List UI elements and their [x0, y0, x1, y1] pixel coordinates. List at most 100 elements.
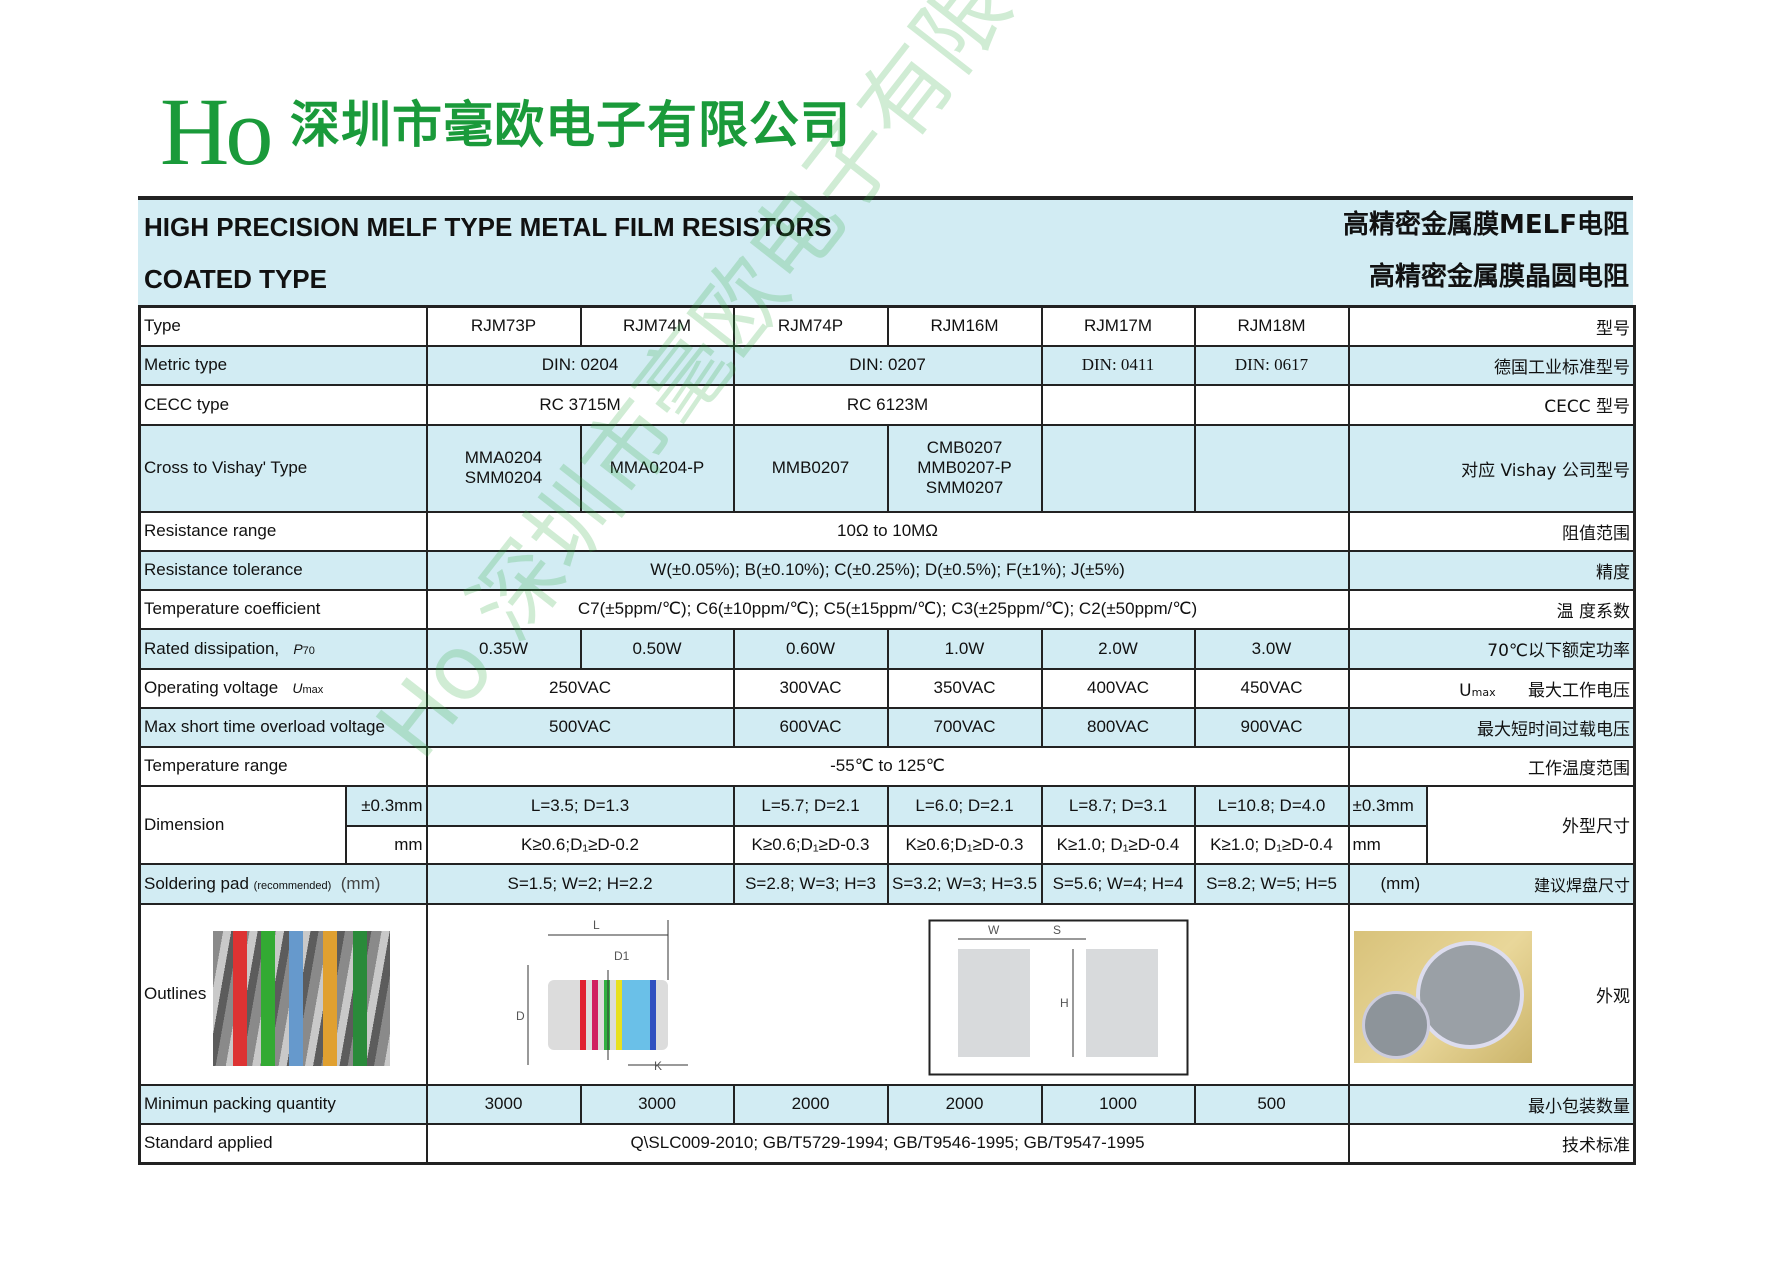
- value-cell: 2.0W: [1040, 627, 1196, 670]
- color-band: [621, 979, 650, 1050]
- value-cell: 2000: [732, 1083, 889, 1125]
- value-cell: 800VAC: [1040, 706, 1196, 748]
- label-text: Soldering pad: [144, 873, 249, 893]
- value-line: SMM0204: [464, 468, 543, 487]
- value-cell: L=6.0; D=2.1: [886, 784, 1043, 827]
- value-cell: Q\SLC009-2010; GB/T5729-1994; GB/T9546-1…: [425, 1122, 1350, 1165]
- reel-photo: [1353, 930, 1532, 1063]
- value-cell: K≥0.6;D₁≥D-0.2: [425, 824, 735, 865]
- value-cell: DIN: 0207: [732, 344, 1043, 386]
- value-cell: 600VAC: [732, 706, 889, 748]
- row-outlines: Outlines: [138, 902, 1636, 1086]
- label-note: (recommended): [253, 879, 332, 892]
- row-label-cn: 最小包装数量: [1347, 1083, 1636, 1125]
- model-cell: RJM18M: [1193, 305, 1350, 347]
- value-cell: RC 6123M: [732, 383, 1043, 426]
- title-cn: 高精密金属膜MELF电阻: [1343, 210, 1629, 240]
- label-text: Operating voltage: [144, 678, 279, 697]
- row-label: Resistance tolerance: [138, 549, 428, 591]
- value-cell: K≥0.6;D₁≥D-0.3: [732, 824, 889, 865]
- value-cell: RC 3715M: [425, 383, 735, 426]
- value-cell: K≥1.0; D₁≥D-0.4: [1193, 824, 1350, 865]
- color-band: [591, 979, 598, 1050]
- subtitle-cn: 高精密金属膜晶圆电阻: [1368, 262, 1629, 292]
- dim-label: L: [593, 918, 600, 932]
- value-cell: 0.50W: [579, 627, 735, 670]
- empty-cell: [1040, 423, 1196, 513]
- value-cell: 3000: [425, 1083, 582, 1125]
- row-label-cn: CECC 型号: [1347, 383, 1636, 426]
- value-line: MMB0207-P: [917, 458, 1012, 477]
- row-label: Temperature range: [138, 745, 428, 787]
- dim-label: H: [1060, 996, 1069, 1010]
- model-cell: RJM74M: [579, 305, 735, 347]
- row-label: Minimun packing quantity: [138, 1083, 428, 1125]
- empty-cell: [1193, 423, 1350, 513]
- row-operating-voltage: Operating voltage Umax 250VAC 300VAC 350…: [138, 667, 1636, 709]
- row-label-cn: 70℃以下额定功率: [1347, 627, 1636, 670]
- value-cell: 500: [1193, 1083, 1350, 1125]
- symbol-sub: max: [302, 684, 324, 696]
- unit-cell: mm: [344, 824, 428, 865]
- value-cell: C7(±5ppm/℃); C6(±10ppm/℃); C5(±15ppm/℃);…: [425, 588, 1350, 630]
- header-divider: [138, 196, 1633, 200]
- empty-cell: [1040, 383, 1196, 426]
- value-cell: 450VAC: [1193, 667, 1350, 709]
- row-label: Rated dissipation, P70: [138, 627, 428, 670]
- value-line: SMM0207: [925, 478, 1004, 497]
- row-metric: Metric type DIN: 0204 DIN: 0207 DIN: 041…: [138, 344, 1636, 386]
- dim-label: K: [654, 1059, 662, 1073]
- value-cell: DIN: 0411: [1040, 344, 1196, 386]
- value-line: MMA0204: [464, 448, 543, 467]
- row-label-cn: 对应 Vishay 公司型号: [1347, 423, 1636, 513]
- empty-cell: [1193, 383, 1350, 426]
- value-cell: 500VAC: [425, 706, 735, 748]
- color-band: [579, 979, 586, 1050]
- row-label-cn: 德国工业标准型号: [1347, 344, 1636, 386]
- value-cell: MMB0207: [732, 423, 889, 513]
- color-band: [323, 930, 337, 1066]
- unit-cell: mm: [1347, 824, 1428, 865]
- subtitle-en: COATED TYPE: [144, 264, 327, 294]
- value-cell: S=1.5; W=2; H=2.2: [425, 862, 735, 905]
- title-band: HIGH PRECISION MELF TYPE METAL FILM RESI…: [138, 200, 1633, 306]
- reel-large: [1415, 940, 1524, 1049]
- value-cell: K≥0.6;D₁≥D-0.3: [886, 824, 1043, 865]
- value-cell: L=10.8; D=4.0: [1193, 784, 1350, 827]
- value-cell: K≥1.0; D₁≥D-0.4: [1040, 824, 1196, 865]
- value-cell: 1.0W: [886, 627, 1043, 670]
- spec-table: Type RJM73P RJM74M RJM74P RJM16M RJM17M …: [138, 305, 1637, 1165]
- row-label: Temperature coefficient: [138, 588, 428, 630]
- value-cell: -55℃ to 125℃: [425, 745, 1350, 787]
- symbol-sub: 70: [302, 644, 315, 657]
- value-cell: 3000: [579, 1083, 735, 1125]
- value-cell: L=5.7; D=2.1: [732, 784, 889, 827]
- value-cell: 2000: [886, 1083, 1043, 1125]
- row-label: Standard applied: [138, 1122, 428, 1165]
- company-logo: Ho: [160, 78, 273, 185]
- value-cell: S=5.6; W=4; H=4: [1040, 862, 1196, 905]
- row-label-cn: 型号: [1347, 305, 1636, 347]
- row-dimension-1: Dimension ±0.3mm L=3.5; D=1.3 L=5.7; D=2…: [138, 784, 1636, 865]
- symbol: U: [1459, 680, 1472, 701]
- symbol: P: [293, 640, 303, 657]
- row-standard: Standard applied Q\SLC009-2010; GB/T5729…: [138, 1122, 1636, 1165]
- dim-label: D: [516, 1009, 525, 1023]
- value-cell: DIN: 0204: [425, 344, 735, 386]
- model-cell: RJM74P: [732, 305, 889, 347]
- value-cell: S=3.2; W=3; H=3.5: [886, 862, 1043, 905]
- resistor-photo: [213, 930, 390, 1066]
- value-cell: 1000: [1040, 1083, 1196, 1125]
- unit-cell: ±0.3mm: [344, 784, 428, 827]
- value-cell: S=2.8; W=3; H=3: [732, 862, 889, 905]
- value-cell: L=8.7; D=3.1: [1040, 784, 1196, 827]
- value-cell: 3.0W: [1193, 627, 1350, 670]
- value-cell: L=3.5; D=1.3: [425, 784, 735, 827]
- symbol: U: [292, 680, 303, 696]
- row-temperature-range: Temperature range -55℃ to 125℃ 工作温度范围: [138, 745, 1636, 787]
- color-band: [615, 979, 622, 1050]
- pad-right: [1085, 948, 1158, 1057]
- row-rated-dissipation: Rated dissipation, P70 0.35W 0.50W 0.60W…: [138, 627, 1636, 670]
- value-cell: 400VAC: [1040, 667, 1196, 709]
- outline-diagrams: L D1 D K W S H: [425, 902, 1350, 1086]
